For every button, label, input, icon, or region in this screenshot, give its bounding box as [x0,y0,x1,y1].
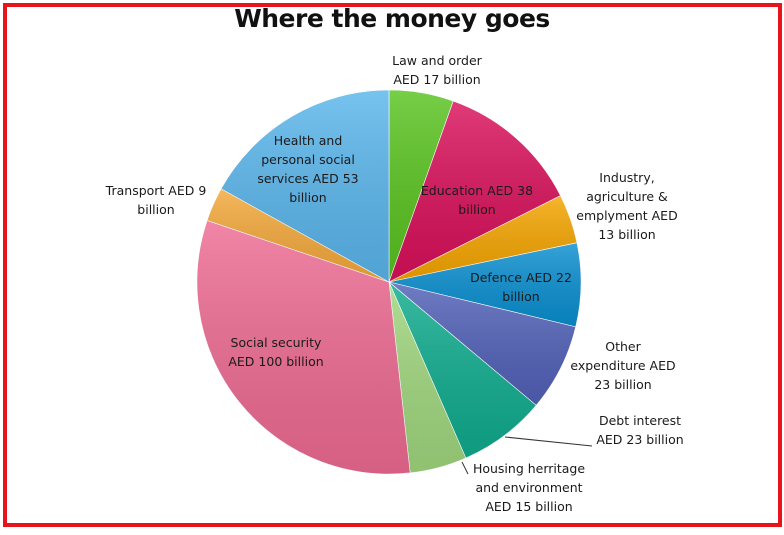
slice-label-housing-herritage-and-environment: Housing herritage and environment AED 15 b… [473,461,585,514]
slice-label-other-expenditure: Other expenditure AED 23 billion [570,339,675,392]
pie-slice-shading [389,90,454,282]
leader-lines [461,436,593,475]
slice-label-debt-interest: Debt interest AED 23 billion [596,413,683,447]
slice-label-law-and-order: Law and order AED 17 billion [392,53,483,87]
pie-slice-shading [207,188,389,282]
slice-label-transport: Transport AED 9 billion [105,183,207,217]
chart-title: Where the money goes [234,4,550,33]
pie-slice-shading [389,282,537,458]
pie-slice-shading [389,101,561,282]
slice-label-industry-agriculture-and-emplyment: Industry, agriculture & emplyment AED 13 bi… [576,170,677,242]
slice-label-defence: Defence AED 22 billion [470,270,572,304]
pie-slice-shading [221,90,389,282]
slice-label-social-security: Social security AED 100 billion [228,335,323,369]
leader-line-housing-herritage-and-environment [461,461,469,475]
slice-label-health-and-personal-social-services: Health and personal social services AED 53… [257,133,358,205]
slice-label-education: Education AED 38 billion [421,183,533,217]
leader-line-debt-interest [504,436,593,447]
pie-slice-shading [389,282,576,406]
pie-slice-shading [196,220,411,475]
pie-slices [196,89,582,475]
slice-labels: Law and order AED 17 billion Education AED… [105,53,684,514]
pie-slice-shading [389,282,466,473]
pie-slice-shading [389,242,581,327]
pie-slice-shading [389,195,577,282]
